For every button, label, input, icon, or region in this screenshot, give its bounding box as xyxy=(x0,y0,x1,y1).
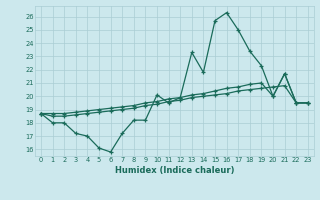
X-axis label: Humidex (Indice chaleur): Humidex (Indice chaleur) xyxy=(115,166,234,175)
